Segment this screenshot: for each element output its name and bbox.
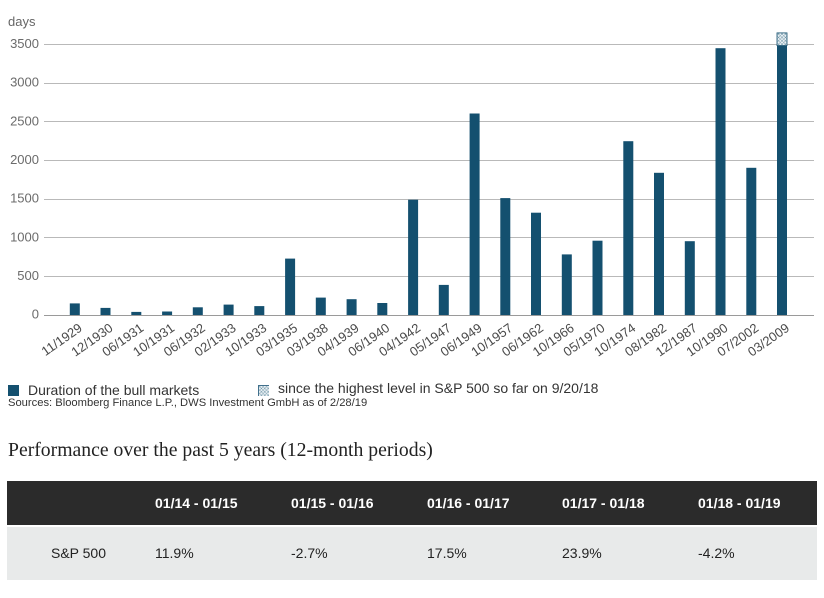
svg-text:2000: 2000 [10,152,39,167]
svg-text:1500: 1500 [10,191,39,206]
svg-text:2500: 2500 [10,113,39,128]
svg-text:3500: 3500 [10,36,39,51]
svg-text:1000: 1000 [10,229,39,244]
svg-text:0: 0 [32,307,39,322]
svg-text:3000: 3000 [10,75,39,90]
svg-text:days: days [8,14,36,29]
svg-text:500: 500 [17,268,39,283]
